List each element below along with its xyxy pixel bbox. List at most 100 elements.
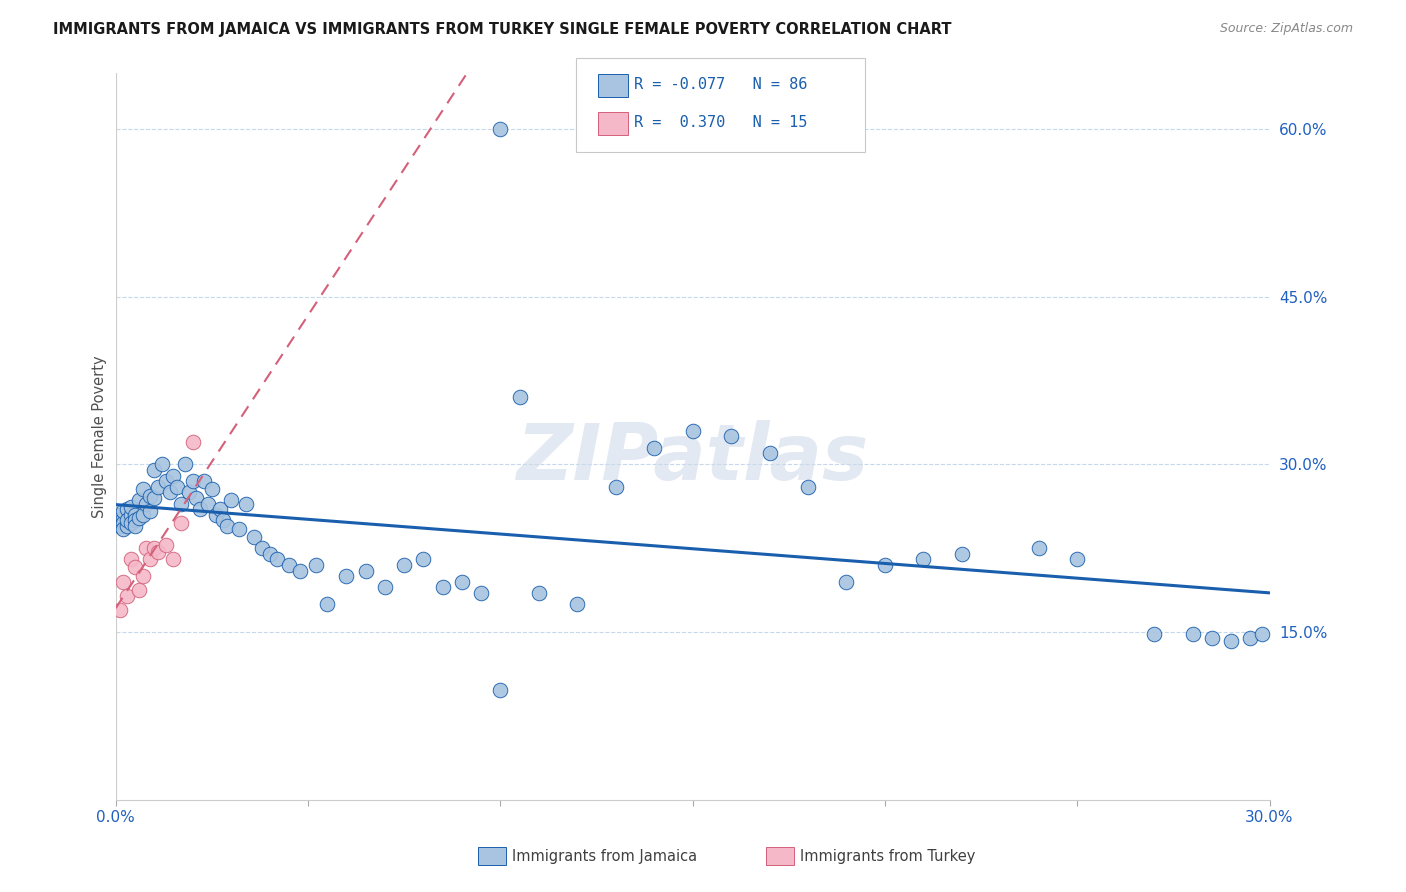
- Point: [374, 580, 396, 594]
- Point: [201, 482, 224, 496]
- Point: [150, 458, 173, 472]
- Point: [139, 504, 162, 518]
- Point: [120, 508, 142, 522]
- Point: [217, 519, 239, 533]
- Point: [131, 569, 153, 583]
- Point: [159, 485, 181, 500]
- Point: [143, 463, 166, 477]
- Point: [235, 496, 257, 510]
- Text: R =  0.370   N = 15: R = 0.370 N = 15: [634, 115, 807, 129]
- Point: [193, 474, 215, 488]
- Point: [135, 541, 157, 556]
- Point: [1066, 552, 1088, 566]
- Point: [797, 480, 820, 494]
- Point: [508, 390, 530, 404]
- Point: [155, 538, 177, 552]
- Point: [131, 508, 153, 522]
- Point: [120, 516, 142, 530]
- Y-axis label: Single Female Poverty: Single Female Poverty: [93, 355, 107, 517]
- Point: [489, 683, 512, 698]
- Point: [174, 458, 197, 472]
- Point: [219, 493, 242, 508]
- Point: [139, 489, 162, 503]
- Point: [720, 429, 742, 443]
- Point: [108, 519, 131, 533]
- Point: [450, 574, 472, 589]
- Text: IMMIGRANTS FROM JAMAICA VS IMMIGRANTS FROM TURKEY SINGLE FEMALE POVERTY CORRELAT: IMMIGRANTS FROM JAMAICA VS IMMIGRANTS FR…: [53, 22, 952, 37]
- Point: [135, 496, 157, 510]
- Point: [124, 508, 146, 522]
- Point: [1239, 631, 1261, 645]
- Point: [204, 508, 226, 522]
- Point: [950, 547, 973, 561]
- Point: [912, 552, 935, 566]
- Point: [470, 586, 492, 600]
- Point: [128, 511, 150, 525]
- Point: [208, 502, 231, 516]
- Point: [146, 544, 169, 558]
- Point: [108, 603, 131, 617]
- Text: ZIPatlas: ZIPatlas: [516, 420, 869, 496]
- Point: [1201, 631, 1223, 645]
- Point: [162, 468, 184, 483]
- Point: [873, 558, 896, 572]
- Point: [197, 496, 219, 510]
- Point: [108, 513, 131, 527]
- Point: [131, 482, 153, 496]
- Point: [250, 541, 273, 556]
- Point: [128, 493, 150, 508]
- Point: [335, 569, 357, 583]
- Point: [567, 597, 589, 611]
- Point: [120, 500, 142, 514]
- Point: [139, 552, 162, 566]
- Point: [108, 508, 131, 522]
- Point: [115, 502, 138, 516]
- Point: [186, 491, 208, 505]
- Point: [1181, 627, 1204, 641]
- Point: [392, 558, 415, 572]
- Text: R = -0.077   N = 86: R = -0.077 N = 86: [634, 78, 807, 92]
- Point: [112, 574, 135, 589]
- Point: [120, 552, 142, 566]
- Point: [1220, 634, 1243, 648]
- Point: [112, 522, 135, 536]
- Point: [682, 424, 704, 438]
- Point: [228, 522, 250, 536]
- Point: [170, 496, 193, 510]
- Point: [1143, 627, 1166, 641]
- Point: [124, 519, 146, 533]
- Point: [489, 121, 512, 136]
- Point: [115, 513, 138, 527]
- Point: [181, 435, 204, 450]
- Point: [146, 480, 169, 494]
- Text: Immigrants from Jamaica: Immigrants from Jamaica: [512, 849, 697, 863]
- Point: [112, 504, 135, 518]
- Point: [412, 552, 434, 566]
- Text: Immigrants from Turkey: Immigrants from Turkey: [800, 849, 976, 863]
- Point: [177, 485, 200, 500]
- Point: [643, 441, 665, 455]
- Point: [527, 586, 550, 600]
- Point: [354, 564, 377, 578]
- Point: [112, 511, 135, 525]
- Point: [124, 513, 146, 527]
- Point: [181, 474, 204, 488]
- Point: [162, 552, 184, 566]
- Point: [277, 558, 299, 572]
- Point: [155, 474, 177, 488]
- Point: [166, 480, 188, 494]
- Point: [758, 446, 780, 460]
- Point: [432, 580, 454, 594]
- Point: [212, 513, 235, 527]
- Point: [112, 516, 135, 530]
- Point: [1028, 541, 1050, 556]
- Point: [316, 597, 339, 611]
- Point: [266, 552, 288, 566]
- Point: [143, 491, 166, 505]
- Text: Source: ZipAtlas.com: Source: ZipAtlas.com: [1219, 22, 1353, 36]
- Point: [243, 530, 266, 544]
- Point: [188, 502, 211, 516]
- Point: [124, 560, 146, 574]
- Point: [835, 574, 858, 589]
- Point: [115, 590, 138, 604]
